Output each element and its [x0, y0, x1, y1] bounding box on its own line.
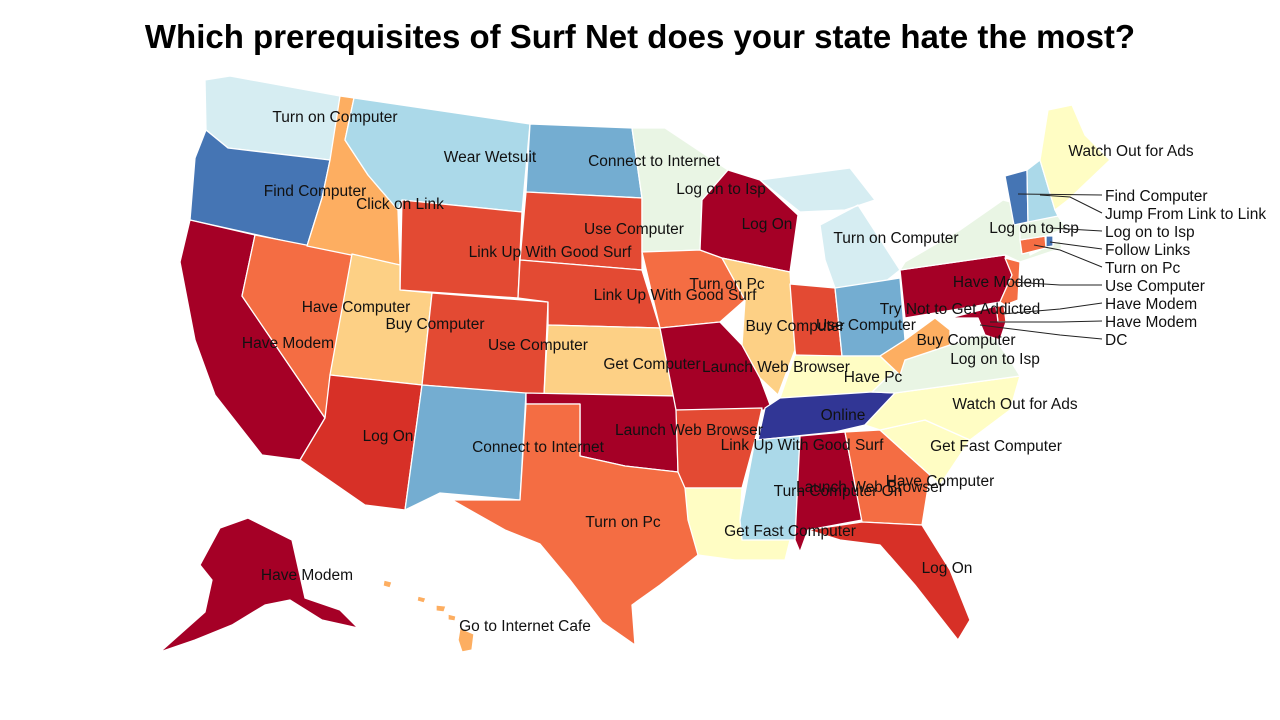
label-KS: Get Computer	[603, 356, 700, 373]
label-MT: Wear Wetsuit	[444, 149, 537, 166]
leader-NJ	[1012, 281, 1102, 286]
label-OR: Find Computer	[264, 183, 367, 200]
state-NM	[404, 384, 527, 511]
map-title: Which prerequisites of Surf Net does you…	[144, 18, 1136, 55]
callout-DE: Have Modem	[1105, 296, 1197, 313]
leader-MA	[1049, 227, 1103, 232]
state-NH	[1026, 159, 1059, 223]
label-SC: Get Fast Computer	[930, 438, 1062, 455]
state-WV	[879, 317, 951, 376]
state-FL	[807, 521, 971, 641]
label-FL: Log On	[922, 560, 973, 577]
label-NV: Have Computer	[302, 299, 411, 316]
label-WY: Link Up With Good Surf	[469, 244, 633, 261]
label-MO: Launch Web Browser	[702, 359, 850, 376]
state-AK	[159, 517, 359, 653]
label-LA: Get Fast Computer	[724, 523, 856, 540]
label-AK: Have Modem	[261, 567, 353, 584]
leader-CT	[1033, 244, 1103, 268]
label-CO: Use Computer	[488, 337, 588, 354]
callout-MD: Have Modem	[1105, 314, 1197, 331]
callout-NJ: Use Computer	[1105, 278, 1205, 295]
label-WA: Turn on Computer	[272, 109, 397, 126]
callout-MA: Log on to Isp	[1105, 224, 1195, 241]
label-AZ: Log On	[363, 428, 414, 445]
label-VA: Log on to Isp	[950, 351, 1040, 368]
leader-VT	[1017, 193, 1103, 196]
state-NJ	[999, 257, 1021, 306]
label-IA: Turn on Pc	[689, 276, 764, 293]
label-CA: Have Modem	[242, 335, 334, 352]
state-LA	[684, 487, 791, 561]
state-HI	[382, 579, 475, 653]
callout-NH: Jump From Link to Link	[1105, 206, 1266, 223]
label-TN: Online	[821, 407, 866, 424]
state-RI	[1045, 235, 1054, 248]
state-MD	[949, 305, 1007, 341]
label-AL: Launch Web Browser	[796, 479, 944, 496]
label-MS: Turn Computer On	[774, 483, 903, 500]
label-KY: Have Pc	[844, 369, 903, 386]
state-TX	[451, 403, 699, 646]
label-HI: Go to Internet Cafe	[459, 618, 591, 635]
leader-NH	[1039, 194, 1103, 214]
leader-MD	[990, 320, 1103, 323]
callout-CT: Turn on Pc	[1105, 260, 1180, 277]
leader-DC	[979, 324, 1103, 340]
label-AR: Link Up With Good Surf	[721, 437, 885, 454]
callout-VT: Find Computer	[1105, 188, 1208, 205]
label-WV: Buy Computer	[916, 332, 1015, 349]
state-ME	[1039, 104, 1111, 211]
callout-RI: Follow Links	[1105, 242, 1191, 259]
label-IN: Use Computer	[816, 317, 916, 334]
label-PA: Have Modem	[953, 274, 1045, 291]
state-WI	[699, 169, 799, 273]
label-SD: Use Computer	[584, 221, 684, 238]
label-NC: Watch Out for Ads	[952, 396, 1077, 413]
label-ND: Connect to Internet	[588, 153, 721, 170]
label-MN: Log on to Isp	[676, 181, 766, 198]
label-NY: Log on to Isp	[989, 220, 1079, 237]
label-NE: Link Up With Good Surf	[594, 287, 758, 304]
label-GA: Have Computer	[886, 473, 995, 490]
label-NM: Connect to Internet	[472, 439, 605, 456]
state-MS	[739, 435, 801, 541]
label-UT: Buy Computer	[385, 316, 484, 333]
label-OH: Try Not to Get Addicted	[880, 301, 1041, 318]
label-IL: Buy Computer	[745, 318, 844, 335]
leader-RI	[1049, 241, 1103, 250]
label-MI: Turn on Computer	[833, 230, 958, 247]
leader-DE	[1001, 302, 1103, 315]
label-WI: Log On	[742, 216, 793, 233]
state-GA	[844, 429, 931, 526]
label-ID: Click on Link	[356, 196, 444, 213]
label-OK: Launch Web Browser	[615, 422, 763, 439]
callout-DC: DC	[1105, 332, 1127, 349]
label-ME: Watch Out for Ads	[1068, 143, 1193, 160]
label-TX: Turn on Pc	[585, 514, 660, 531]
